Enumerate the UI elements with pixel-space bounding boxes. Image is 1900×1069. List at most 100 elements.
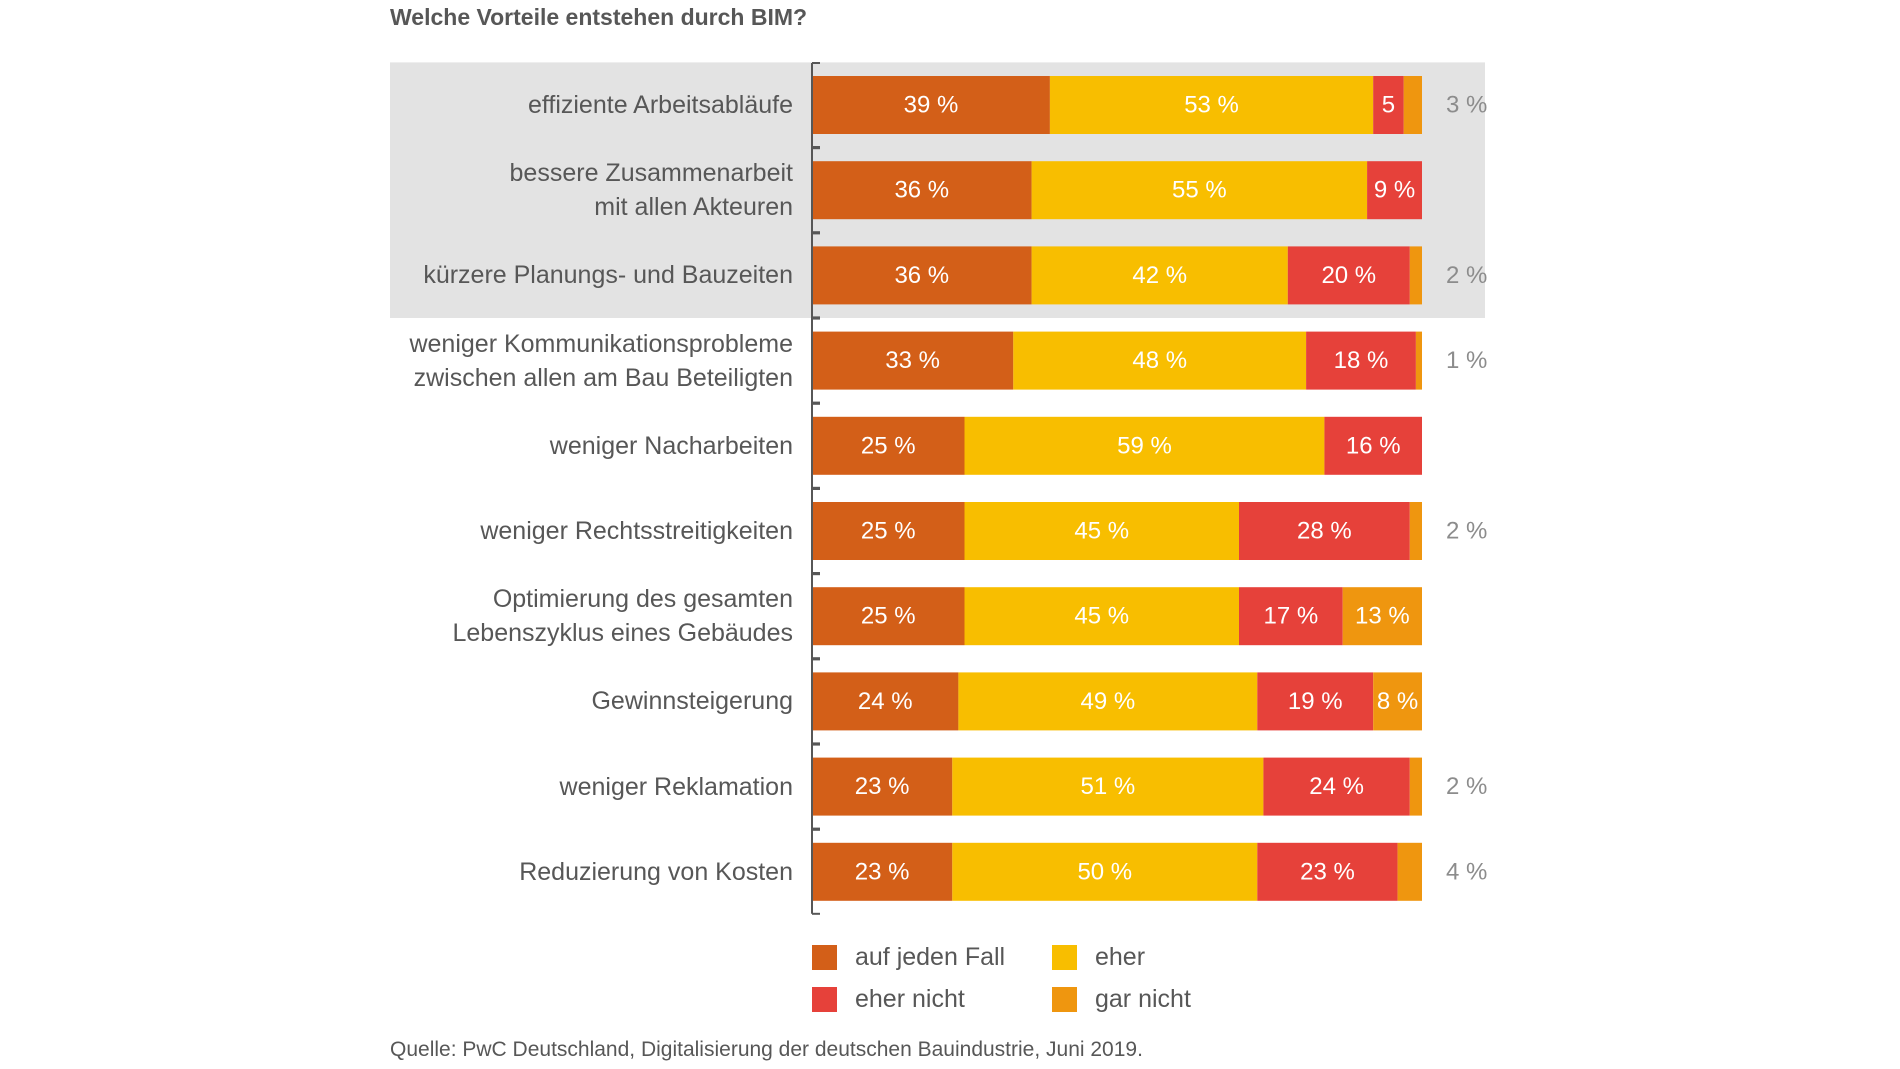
bar-segment [812,502,965,560]
value-label: 13 % [1355,603,1410,630]
value-label: 28 % [1297,518,1352,545]
bar-row: 36 % 42 % 20 % 2 % [812,246,1487,305]
value-label: 36 % [894,262,949,289]
bar-segment [964,502,1239,560]
legend-label-eher: eher [1095,942,1146,971]
legend: auf jeden Fall eher eher nicht gar nicht [812,942,1232,1032]
value-label: 33 % [885,347,940,374]
bar-row: 24 % 49 % 19 % 8 % [812,672,1422,731]
value-label: 24 % [858,688,913,715]
legend-item-eher: eher [1052,942,1145,972]
chart-title: Welche Vorteile entstehen durch BIM? [390,4,808,30]
value-label: 36 % [894,177,949,204]
value-label: 23 % [855,773,910,800]
value-label: 53 % [1184,92,1239,119]
value-label: 55 % [1172,177,1227,204]
legend-item-eher-nicht: eher nicht [812,984,965,1014]
value-label: 5 [1382,92,1395,119]
category-label: Reduzierung von Kosten [519,857,793,886]
value-label: 48 % [1132,347,1187,374]
value-label: 20 % [1321,262,1376,289]
category-label: weniger Reklamation [559,772,793,801]
value-label: 17 % [1263,603,1318,630]
bar-segment [812,587,965,646]
y-axis [811,62,820,915]
bars-layer: 39 % 53 % 5 3 %36 % 55 % 9 %36 % 42 % 20 % 2 %33… [812,76,1487,901]
bar-segment [1397,842,1422,901]
bar-segment [1342,587,1422,646]
value-label: 49 % [1080,688,1135,715]
legend-item-auf-jeden-fall: auf jeden Fall [812,942,1005,972]
value-label-outside: 4 % [1446,858,1487,885]
value-label: 45 % [1074,603,1129,630]
value-label-outside: 2 % [1446,262,1487,289]
bar-segment [812,416,965,475]
category-label: kürzere Planungs- und Bauzeiten [423,261,793,290]
bar-segment [1409,246,1422,305]
value-label: 50 % [1077,858,1132,885]
value-label: 25 % [861,432,916,459]
legend-swatch-gar-nicht [1052,986,1077,1012]
bar-segment [964,416,1325,475]
bar-segment [1239,502,1410,560]
category-label: weniger Kommunikationsprobleme zwischen a… [409,329,793,392]
value-label: 16 % [1346,432,1401,459]
category-label: Gewinnsteigerung [591,687,793,716]
source-note: Quelle: PwC Deutschland, Digitalisierung… [390,1038,1143,1061]
bar-row: 25 % 45 % 17 % 13 % [812,587,1422,646]
bar-segment [1324,416,1422,475]
value-label: 39 % [904,92,959,119]
bar-segment [812,161,1032,220]
value-label: 23 % [1300,858,1355,885]
value-label: 19 % [1288,688,1343,715]
legend-label-auf-jeden-fall: auf jeden Fall [855,942,1006,971]
value-label: 9 % [1374,177,1415,204]
bar-segment [1367,161,1422,220]
bar-segment [1031,246,1288,305]
bar-segment [812,331,1014,390]
legend-swatch-eher-nicht [812,986,837,1012]
bar-segment [1257,672,1374,731]
bar-segment [1373,76,1404,134]
bar-segment [812,842,953,901]
bar-segment [1409,757,1422,816]
legend-label-gar-nicht: gar nicht [1095,984,1191,1013]
bar-segment [1031,161,1368,220]
category-label: Optimierung des gesamten Lebenszyklus ein… [452,585,793,648]
value-label: 8 % [1377,688,1418,715]
bar-segment [812,672,959,731]
category-label: effiziente Arbeitsabläufe [527,91,793,119]
bar-segment [1415,331,1422,390]
bar-segment [1403,76,1422,134]
bar-row: 23 % 50 % 23 % 4 % [812,842,1487,901]
bar-row: 25 % 45 % 28 % 2 % [812,502,1487,560]
category-label: weniger Rechtsstreitigkeiten [480,517,793,545]
legend-swatch-auf-jeden-fall [812,944,837,970]
bar-row: 23 % 51 % 24 % 2 % [812,757,1487,816]
value-label: 24 % [1309,773,1364,800]
bar-segment [1287,246,1410,305]
bar-segment [812,76,1050,134]
bar-row: 39 % 53 % 5 3 % [812,76,1487,134]
bar-row: 33 % 48 % 18 % 1 % [812,331,1487,390]
bar-segment [952,842,1258,901]
value-label-outside: 1 % [1446,347,1487,374]
bar-segment [812,757,953,816]
bar-segment [958,672,1258,731]
bar-segment [952,757,1264,816]
value-label-outside: 2 % [1446,773,1487,800]
bar-segment [1373,672,1422,731]
value-label: 18 % [1334,347,1389,374]
legend-swatch-eher [1052,944,1077,970]
bar-segment [964,587,1239,646]
value-label: 51 % [1080,773,1135,800]
legend-item-gar-nicht: gar nicht [1052,984,1191,1014]
bar-segment [1239,587,1343,646]
bar-row: 36 % 55 % 9 % [812,161,1422,220]
bar-segment [1306,331,1416,390]
value-label: 25 % [861,603,916,630]
value-label: 42 % [1132,262,1187,289]
category-label: bessere Zusammenarbeit mit allen Akteuren [509,159,793,222]
bar-row: 25 % 59 % 16 % [812,416,1422,475]
